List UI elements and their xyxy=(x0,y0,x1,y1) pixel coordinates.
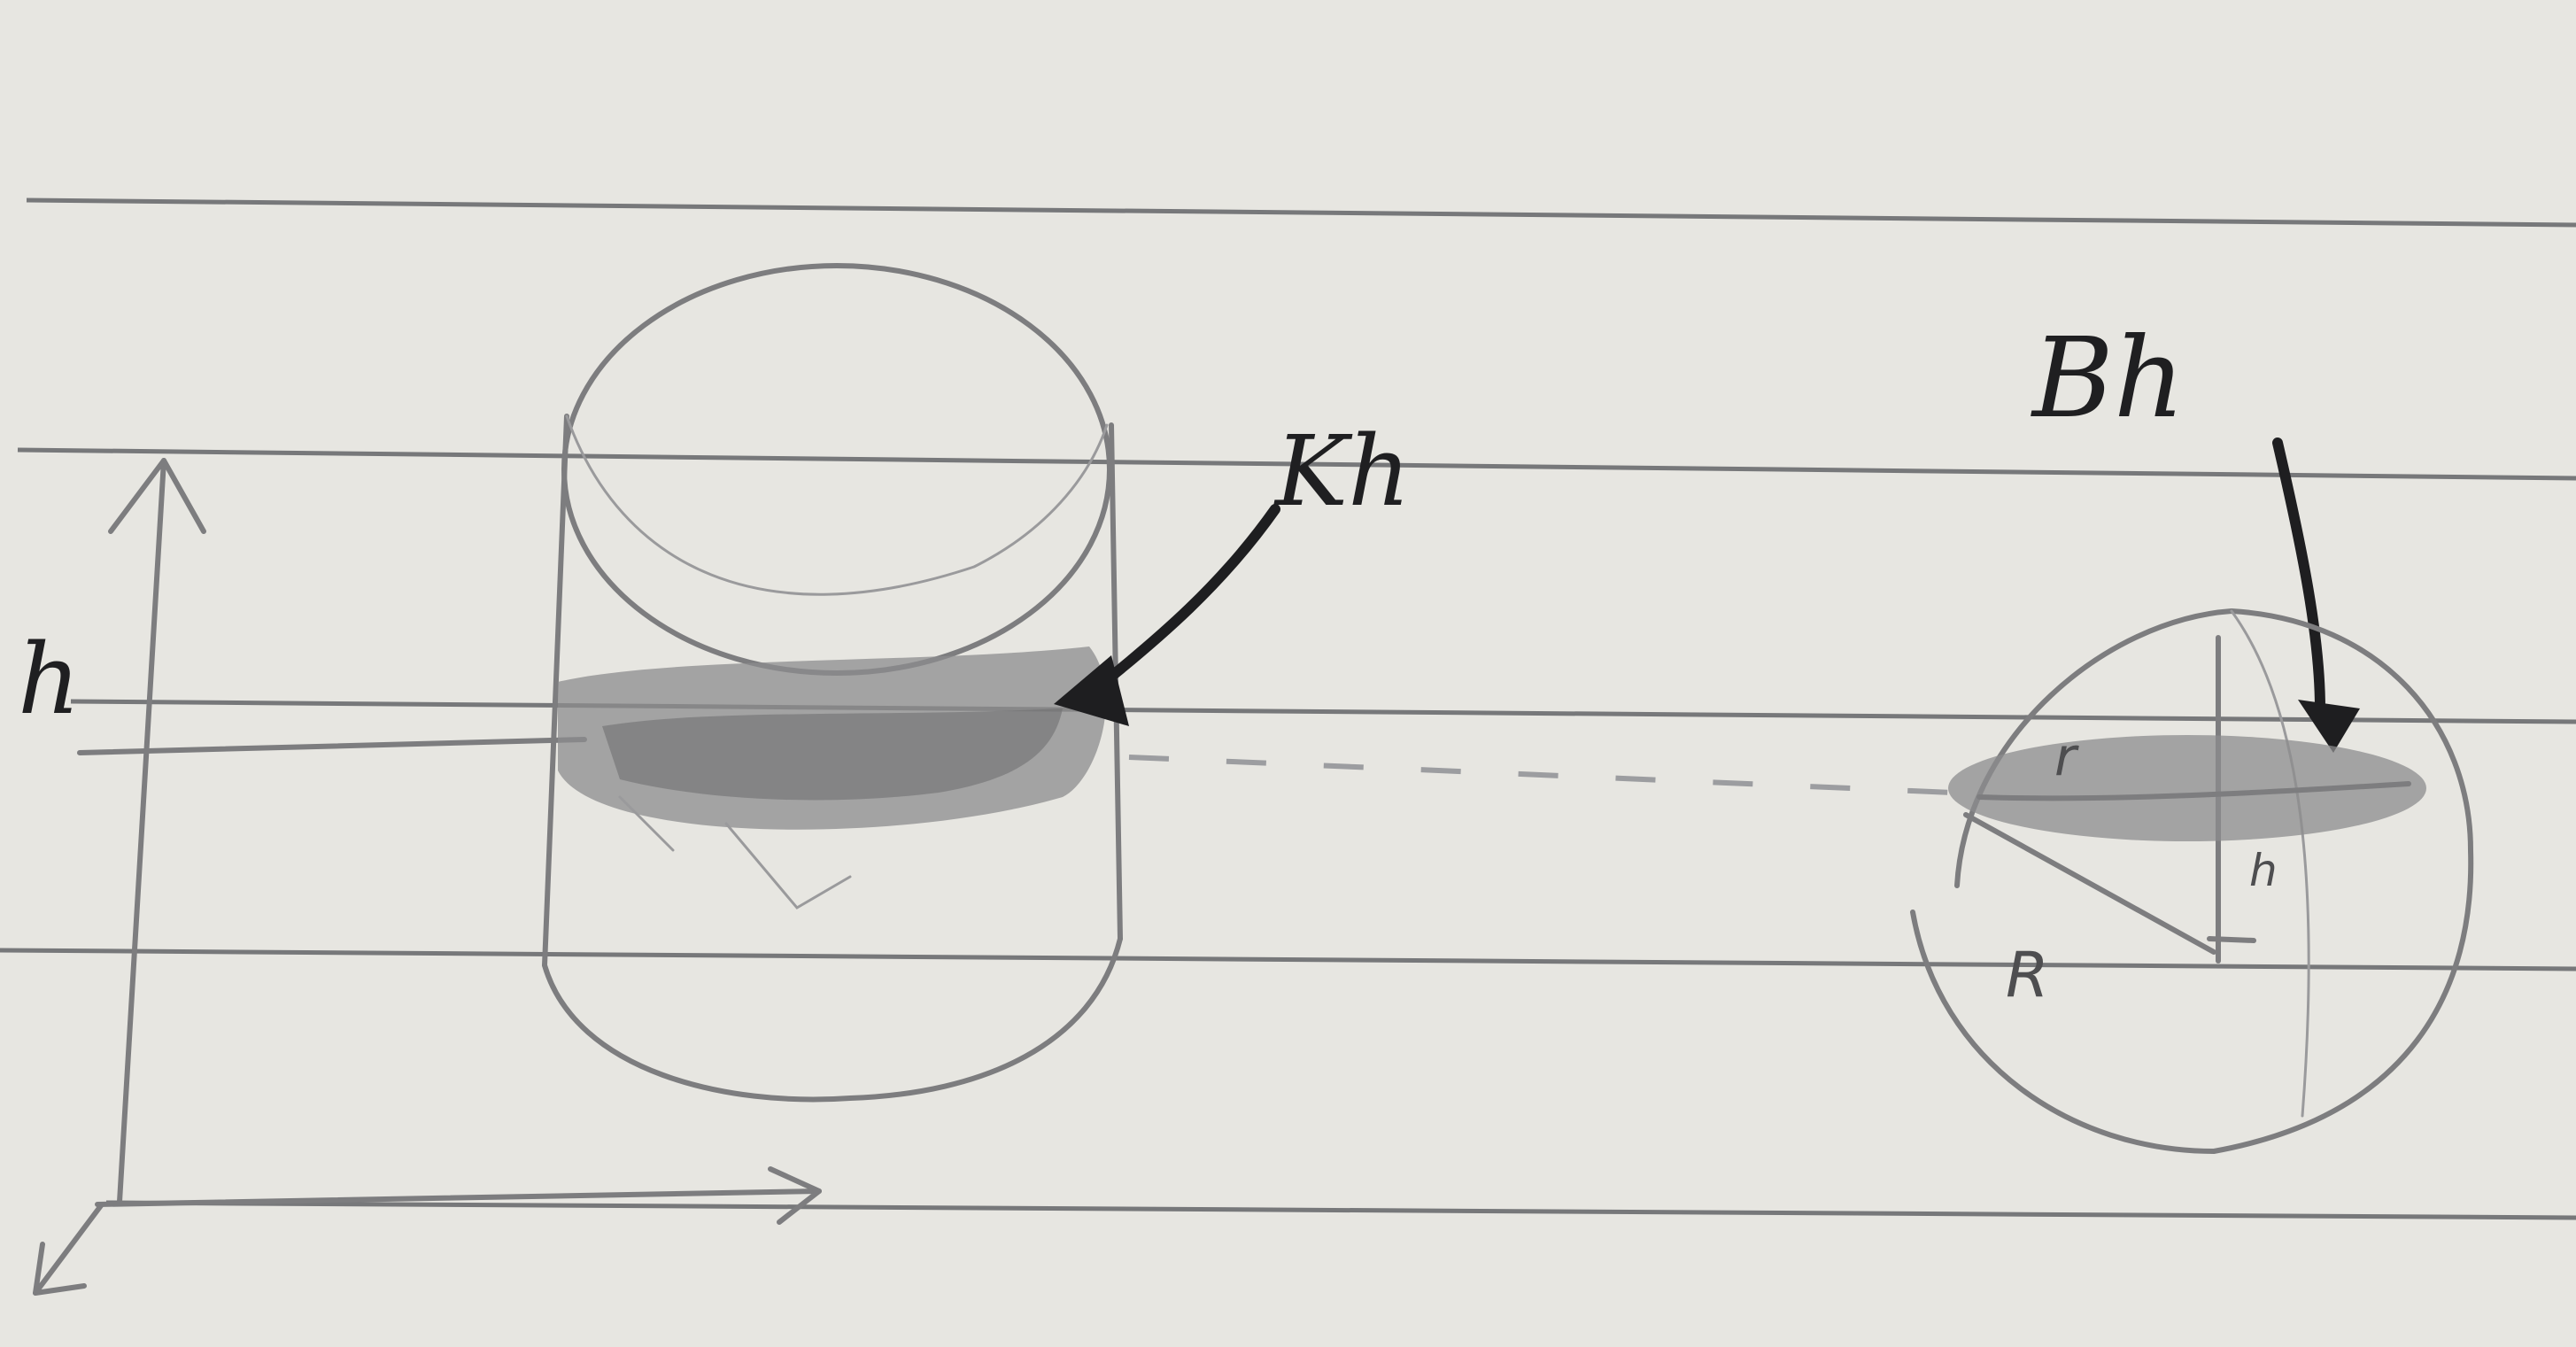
bh-label: Bh xyxy=(2031,314,2185,443)
section-diameter xyxy=(1976,781,2411,801)
kh-arrow xyxy=(1088,504,1280,696)
horizontal-axis xyxy=(95,1188,822,1207)
rule-line xyxy=(17,447,2576,481)
depth-axis xyxy=(33,1202,104,1296)
section-radius-label: r xyxy=(2054,726,2079,788)
ball xyxy=(1910,608,2474,1154)
cylinder-left-edge xyxy=(542,414,569,968)
cylinder-cross-section-dark xyxy=(602,708,1063,801)
bh-arrow xyxy=(2272,437,2325,714)
shading-strokes xyxy=(618,795,852,910)
bh-arrowhead-icon xyxy=(2298,700,2360,753)
axes xyxy=(33,458,822,1296)
center-tick xyxy=(2207,936,2256,943)
ball-cross-section xyxy=(1948,735,2426,841)
kh-label: Kh xyxy=(1273,414,1411,528)
h-axis-label: h xyxy=(18,623,81,736)
cylinder xyxy=(542,263,1123,1103)
rule-line xyxy=(0,948,2576,972)
axis-arrow-down-icon xyxy=(33,1242,87,1296)
level-dashed-line xyxy=(1128,755,1953,795)
cylinder-bottom-curve xyxy=(542,936,1123,1103)
rule-line xyxy=(26,197,2576,228)
ball-outline xyxy=(1910,608,2474,1154)
rule-line xyxy=(70,699,2576,724)
radius-label: R xyxy=(2006,939,2049,1011)
cylinder-inner-curve xyxy=(565,414,1109,596)
vertical-axis xyxy=(117,458,166,1204)
ruled-lines xyxy=(0,197,2576,1220)
kh-arrowhead-icon xyxy=(1054,655,1129,726)
axis-arrow-up-icon xyxy=(108,458,206,534)
level-line xyxy=(77,737,587,755)
axis-arrow-right-icon xyxy=(768,1166,822,1225)
rule-line xyxy=(105,1200,2576,1220)
radius-line xyxy=(1963,812,2216,955)
height-label: h xyxy=(2249,845,2278,896)
